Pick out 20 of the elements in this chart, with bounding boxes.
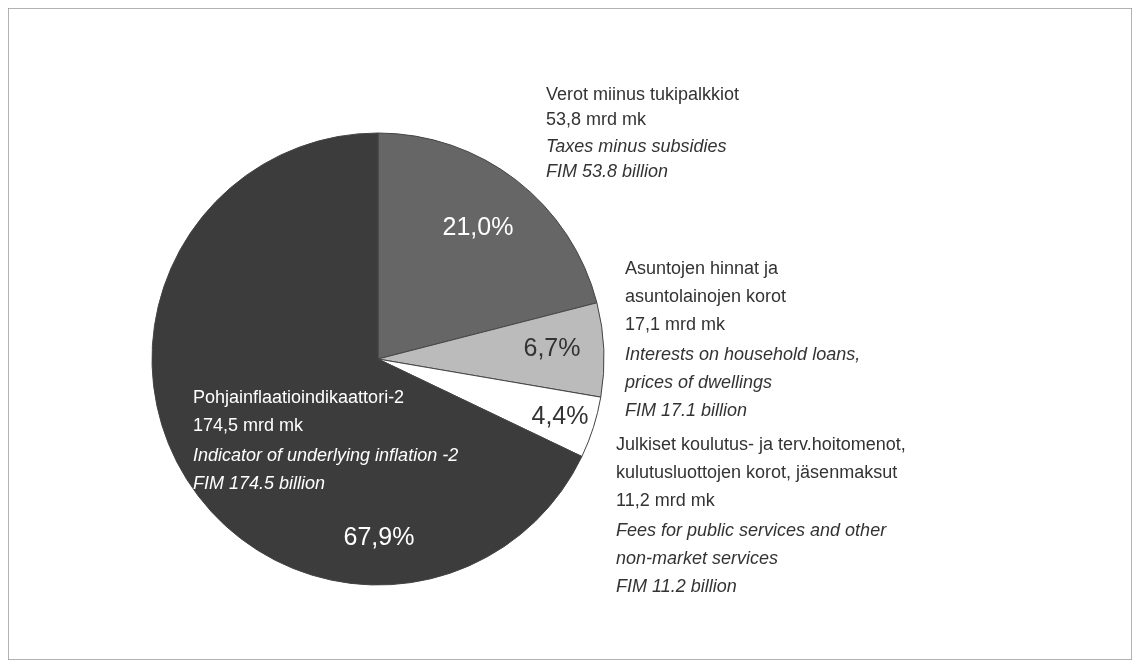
text: FIM 17.1 billion	[625, 400, 748, 420]
text: 53,8 mrd mk	[546, 109, 648, 129]
data-label: 21,0%	[442, 212, 514, 240]
text: 11,2 mrd mk	[616, 490, 716, 510]
slice-label: Asuntojen hinnat ja asuntolainojen korot	[625, 258, 787, 306]
text: FIM 11.2 billion	[616, 576, 737, 596]
slice-label: Julkiset koulutus- ja terv.hoitomenot, kulutusluottojen korot, jäsenmaksut	[616, 434, 906, 482]
text: FIM 53.8 billion	[546, 161, 669, 181]
slice-label: Verot miinus tukipalkkiot	[546, 84, 740, 104]
text: FIM 174.5 billion	[193, 473, 326, 493]
data-label: 4,4%	[531, 401, 589, 429]
text: Fees for public services and other non-market services	[616, 520, 888, 568]
text: 174,5 mrd mk	[193, 415, 305, 435]
text: Taxes minus subsidies	[546, 136, 727, 156]
text: 17,1 mrd mk	[625, 314, 727, 334]
data-label: 6,7%	[523, 333, 581, 361]
text: Interests on household loans, prices of dwellings	[624, 344, 861, 392]
text: Indicator of underlying inflation -2	[193, 445, 459, 465]
data-label: 67,9%	[343, 522, 415, 550]
slice-label: Pohjainflaatioindikaattori-2	[193, 387, 405, 407]
